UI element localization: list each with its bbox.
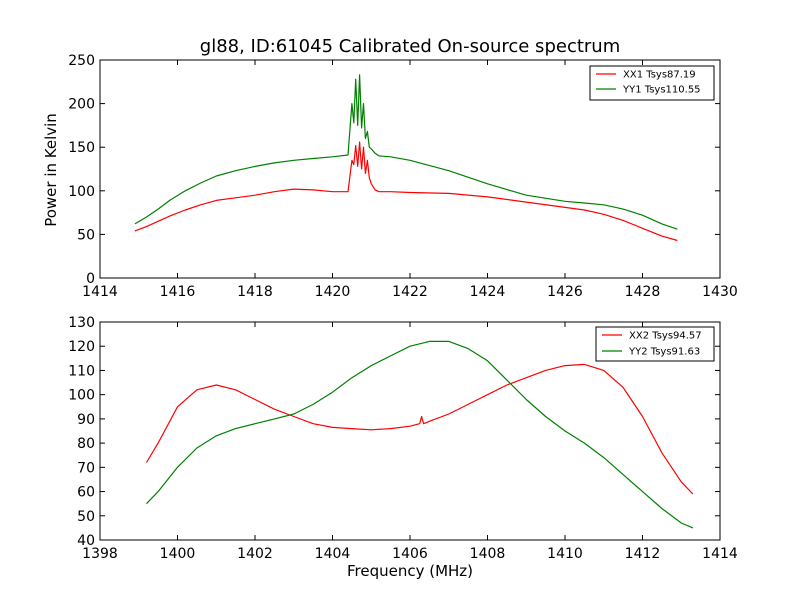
top-plot-frame bbox=[99, 59, 721, 279]
top-plot-series bbox=[134, 74, 678, 242]
bottom-x-tick-label: 1414 bbox=[702, 546, 738, 562]
legend-label-yy2: YY2 Tsys91.63 bbox=[628, 347, 700, 358]
bottom-plot-series bbox=[145, 340, 694, 529]
bottom-y-tick-label: 50 bbox=[77, 509, 95, 525]
bottom-x-tick-label: 1412 bbox=[625, 546, 661, 562]
bottom-plot-ticks: 1398 1400 1402 1404 1406 1408 1410 1412 1414 40 50… bbox=[68, 315, 738, 562]
bottom-plot-legend-box bbox=[595, 326, 715, 362]
top-x-tick-label: 1418 bbox=[237, 284, 273, 300]
bottom-y-tick-label: 40 bbox=[77, 533, 95, 549]
top-y-tick-label: 200 bbox=[68, 97, 95, 113]
bottom-x-tick-label: 1406 bbox=[392, 546, 428, 562]
top-series-line-0 bbox=[134, 141, 678, 242]
bottom-plot-legend: XX2 Tsys94.57 YY2 Tsys91.63 bbox=[595, 326, 715, 362]
bottom-plot-x-axis-label: Frequency (MHz) bbox=[347, 562, 473, 580]
bottom-x-tick-label: 1400 bbox=[160, 546, 196, 562]
bottom-y-tick-label: 110 bbox=[68, 363, 95, 379]
bottom-plot: Frequency (MHz) 1398 1400 1402 1404 1406 1408… bbox=[68, 315, 738, 580]
legend-label-xx1: XX1 Tsys87.19 bbox=[623, 70, 696, 81]
top-y-tick-label: 100 bbox=[68, 184, 95, 200]
top-x-tick-label: 1420 bbox=[315, 284, 351, 300]
top-y-tick-label: 50 bbox=[77, 227, 95, 243]
top-x-tick-label: 1416 bbox=[160, 284, 196, 300]
top-x-tick-label: 1430 bbox=[702, 284, 738, 300]
bottom-y-tick-label: 100 bbox=[68, 388, 95, 404]
bottom-y-tick-label: 90 bbox=[77, 412, 95, 428]
bottom-series-line-1 bbox=[146, 340, 694, 529]
bottom-series-line-0 bbox=[145, 363, 694, 495]
top-x-tick-label: 1414 bbox=[82, 284, 118, 300]
bottom-plot-frame bbox=[99, 321, 721, 541]
legend-label-yy1: YY1 Tsys110.55 bbox=[622, 85, 701, 96]
top-plot-legend: XX1 Tsys87.19 YY1 Tsys110.55 bbox=[589, 65, 715, 101]
top-x-tick-label: 1422 bbox=[392, 284, 428, 300]
top-plot-y-axis-label: Power in Kelvin bbox=[42, 113, 60, 227]
top-x-tick-label: 1424 bbox=[470, 284, 506, 300]
bottom-x-tick-label: 1404 bbox=[315, 546, 351, 562]
bottom-y-tick-label: 130 bbox=[68, 315, 95, 331]
top-y-tick-label: 250 bbox=[68, 53, 95, 69]
legend-label-xx2: XX2 Tsys94.57 bbox=[629, 331, 702, 342]
top-plot-legend-box bbox=[589, 65, 715, 101]
top-plot: gl88, ID:61045 Calibrated On-source spec… bbox=[42, 36, 738, 300]
top-y-tick-label: 150 bbox=[68, 140, 95, 156]
bottom-x-tick-label: 1398 bbox=[82, 546, 118, 562]
bottom-y-tick-label: 60 bbox=[77, 485, 95, 501]
top-y-tick-label: 0 bbox=[86, 271, 95, 287]
top-series-line-1 bbox=[134, 74, 678, 230]
top-x-tick-label: 1428 bbox=[625, 284, 661, 300]
bottom-y-tick-label: 70 bbox=[77, 460, 95, 476]
top-plot-title: gl88, ID:61045 Calibrated On-source spec… bbox=[200, 36, 620, 57]
bottom-x-tick-label: 1402 bbox=[237, 546, 273, 562]
bottom-y-tick-label: 120 bbox=[68, 339, 95, 355]
bottom-x-tick-label: 1410 bbox=[547, 546, 583, 562]
top-plot-ticks: 1414 1416 1418 1420 1422 1424 1426 1428 1430 0 50 1… bbox=[68, 53, 738, 300]
top-x-tick-label: 1426 bbox=[547, 284, 583, 300]
bottom-y-tick-label: 80 bbox=[77, 436, 95, 452]
bottom-x-tick-label: 1408 bbox=[470, 546, 506, 562]
